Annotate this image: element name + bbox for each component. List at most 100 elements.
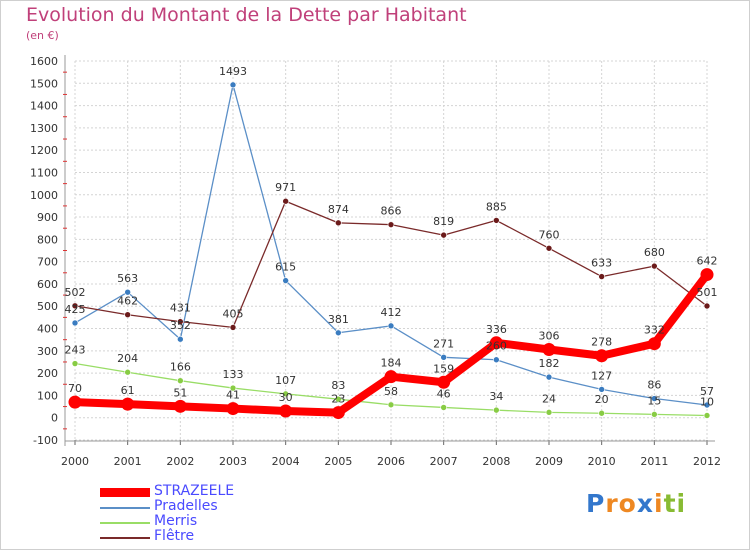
data-label-fletre: 885 bbox=[486, 200, 507, 213]
data-point-fletre bbox=[493, 217, 500, 224]
y-tick-label: 1100 bbox=[30, 166, 58, 179]
chart-subtitle: (en €) bbox=[26, 29, 59, 42]
x-tick-label: 2002 bbox=[166, 455, 194, 468]
y-tick-label: 1600 bbox=[30, 55, 58, 68]
data-label-fletre: 431 bbox=[170, 302, 191, 315]
data-label-strazeele: 184 bbox=[381, 357, 402, 370]
x-tick-label: 2009 bbox=[535, 455, 563, 468]
data-point-merris bbox=[651, 411, 658, 418]
y-tick-label: 1500 bbox=[30, 77, 58, 90]
logo-letter: x bbox=[636, 489, 654, 518]
logo-letter: i bbox=[654, 489, 664, 518]
y-tick-label: 600 bbox=[37, 278, 58, 291]
data-point-merris bbox=[71, 360, 79, 367]
data-point-pradelles bbox=[598, 386, 605, 393]
data-label-fletre: 462 bbox=[117, 295, 138, 308]
data-label-merris: 34 bbox=[489, 390, 503, 403]
data-label-fletre: 633 bbox=[591, 257, 612, 270]
legend-swatch-pradelles bbox=[100, 507, 150, 509]
data-point-strazeele bbox=[647, 337, 661, 351]
data-label-merris: 166 bbox=[170, 361, 191, 374]
data-label-pradelles: 381 bbox=[328, 313, 349, 326]
logo-letter: i bbox=[676, 489, 687, 518]
x-tick-label: 2011 bbox=[640, 455, 668, 468]
data-point-fletre bbox=[440, 231, 447, 239]
data-label-strazeele: 51 bbox=[173, 386, 187, 399]
data-label-pradelles: 352 bbox=[170, 319, 191, 332]
data-label-strazeele: 306 bbox=[539, 329, 560, 342]
data-point-pradelles bbox=[493, 356, 500, 364]
y-tick-label: 300 bbox=[37, 345, 58, 358]
x-tick-label: 2001 bbox=[114, 455, 142, 468]
axis-layer: -100 0 100 200 300 400 500 600 700 800 900 1000 1100… bbox=[30, 55, 721, 468]
legend-label-strazeele: STRAZEELE bbox=[154, 483, 235, 499]
data-point-merris bbox=[387, 401, 395, 409]
data-label-merris: 83 bbox=[331, 379, 345, 392]
data-label-strazeele: 61 bbox=[121, 384, 135, 397]
data-label-pradelles: 563 bbox=[117, 272, 138, 285]
legend-label-merris: Merris bbox=[154, 513, 198, 529]
data-point-fletre bbox=[387, 221, 395, 228]
data-label-merris: 24 bbox=[542, 392, 556, 405]
data-label-fletre: 502 bbox=[65, 286, 86, 299]
data-point-pradelles bbox=[703, 401, 711, 409]
data-point-merris bbox=[177, 377, 184, 384]
data-point-fletre bbox=[651, 262, 658, 270]
data-point-strazeele bbox=[542, 342, 556, 356]
data-label-fletre: 760 bbox=[539, 228, 560, 241]
logo-letter: r bbox=[605, 489, 619, 518]
data-point-fletre bbox=[71, 302, 79, 310]
x-tick-label: 2008 bbox=[482, 455, 510, 468]
data-point-pradelles bbox=[651, 395, 658, 402]
data-label-strazeele: 159 bbox=[433, 362, 454, 375]
data-point-pradelles bbox=[229, 81, 237, 89]
proxiti-logo: Proxiti bbox=[586, 489, 686, 518]
data-label-merris: 107 bbox=[275, 374, 296, 387]
x-tick-label: 2000 bbox=[61, 455, 89, 468]
data-label-strazeele: 41 bbox=[226, 389, 240, 402]
logo-letter: o bbox=[618, 489, 637, 518]
data-label-merris: 15 bbox=[647, 394, 661, 407]
data-label-pradelles: 260 bbox=[486, 340, 507, 353]
data-label-pradelles: 1493 bbox=[219, 65, 247, 78]
data-label-strazeele: 278 bbox=[591, 336, 612, 349]
x-tick-label: 2003 bbox=[219, 455, 247, 468]
x-tick-label: 2005 bbox=[324, 455, 352, 468]
data-label-merris: 10 bbox=[700, 395, 714, 408]
data-point-strazeele bbox=[173, 399, 187, 413]
data-point-fletre bbox=[545, 244, 553, 252]
data-label-fletre: 874 bbox=[328, 203, 349, 216]
data-label-pradelles: 615 bbox=[275, 261, 296, 274]
data-point-pradelles bbox=[335, 329, 342, 337]
data-label-pradelles: 271 bbox=[433, 337, 454, 350]
chart-title: Evolution du Montant de la Dette par Hab… bbox=[26, 4, 467, 26]
data-label-strazeele: 642 bbox=[697, 255, 718, 268]
data-label-pradelles: 86 bbox=[647, 379, 661, 392]
data-label-pradelles: 412 bbox=[381, 306, 402, 319]
data-point-merris bbox=[124, 368, 131, 376]
x-tick-label: 2007 bbox=[430, 455, 458, 468]
data-point-strazeele bbox=[595, 349, 609, 363]
y-tick-label: 700 bbox=[37, 256, 58, 269]
data-label-fletre: 819 bbox=[433, 215, 454, 228]
y-tick-label: 1300 bbox=[30, 122, 58, 135]
y-tick-label: 0 bbox=[51, 412, 58, 425]
x-tick-label: 2012 bbox=[693, 455, 721, 468]
data-label-pradelles: 182 bbox=[539, 357, 560, 370]
legend-label-fletre: Flêtre bbox=[154, 528, 195, 544]
y-tick-label: 400 bbox=[37, 323, 58, 336]
data-point-merris bbox=[545, 409, 553, 416]
data-point-merris bbox=[440, 404, 447, 411]
data-label-pradelles: 57 bbox=[700, 385, 714, 398]
data-point-strazeele bbox=[226, 402, 240, 416]
data-label-fletre: 501 bbox=[697, 286, 718, 299]
data-point-pradelles bbox=[177, 335, 184, 343]
data-label-layer: 70 61 51 41 30 23 184 159 336 306 278 332 642 425 563 3… bbox=[65, 65, 718, 409]
y-tick-label: 100 bbox=[37, 389, 58, 402]
y-tick-label: 900 bbox=[37, 211, 58, 224]
data-point-strazeele bbox=[700, 268, 714, 282]
data-label-merris: 20 bbox=[595, 393, 609, 406]
y-tick-label: 800 bbox=[37, 233, 58, 246]
